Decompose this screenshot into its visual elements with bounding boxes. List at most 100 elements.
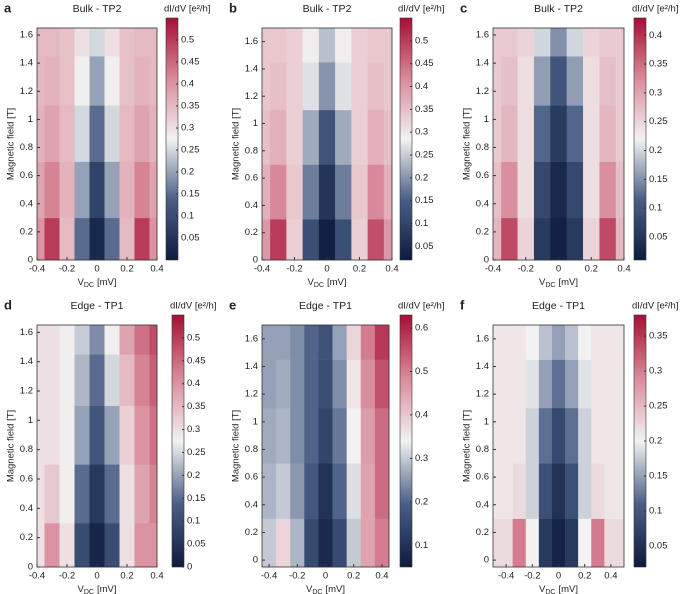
heatmap-cell	[578, 518, 592, 568]
y-tick-label: 1.4	[476, 58, 489, 69]
heatmap-cell	[302, 219, 320, 261]
colorbar-tick-label: 0.4	[415, 81, 428, 92]
colorbar-tick-label: 0.1	[649, 506, 662, 517]
heatmap-cell	[332, 463, 347, 519]
colorbar-label: dI/dV [e²/h]	[398, 301, 444, 312]
heatmap-cell	[290, 518, 305, 568]
colorbar-tick-label: 0.4	[415, 409, 428, 420]
heatmap-cell	[615, 161, 625, 219]
heatmap-cell	[270, 62, 287, 111]
heatmap-cell	[538, 407, 553, 464]
panel: -0.4 -0.2 0 0.2 0.4 0 0.2 0.4 0.6 0.8 1 1.2 1.4 1.6 VD…	[229, 297, 444, 594]
heatmap-cell	[604, 518, 625, 568]
x-tick-label: -0.2	[59, 571, 75, 582]
colorbar-tick-label: 0.6	[415, 323, 428, 334]
x-label-sub: DC	[84, 282, 94, 289]
x-label-main: V	[78, 584, 85, 594]
colorbar-tick-label: 0.05	[649, 231, 668, 242]
x-tick-label: -0.2	[59, 264, 75, 275]
x-label-main: V	[308, 277, 315, 288]
heatmap-cell	[578, 325, 592, 360]
heatmap-cell	[134, 405, 150, 465]
heatmap-cell	[74, 325, 90, 355]
y-tick-label: 0	[253, 255, 258, 266]
x-label-sub: DC	[545, 282, 555, 289]
heatmap-cell	[533, 161, 551, 219]
heatmap-cell	[318, 359, 333, 409]
heatmap-cell	[525, 325, 540, 360]
heatmap-cell	[615, 28, 625, 57]
heatmap-cell	[615, 56, 625, 106]
heatmap-cell	[286, 62, 303, 111]
x-tick-label: -0.4	[498, 571, 514, 582]
heatmap-cell	[599, 217, 617, 261]
y-tick-label: 0.8	[20, 444, 33, 455]
x-tick-label: -0.4	[29, 264, 45, 275]
heatmap-cell	[383, 164, 393, 220]
heatmap-cell	[276, 463, 291, 519]
heatmap-cell	[286, 219, 303, 261]
panel-letter: f	[460, 297, 465, 312]
x-tick-label: 0.4	[617, 264, 630, 275]
heatmap-cell	[374, 407, 390, 464]
colorbar-label: dI/dV [e²/h]	[632, 301, 678, 312]
heatmap-cell	[512, 325, 527, 360]
heatmap-cell	[270, 219, 287, 261]
colorbar-tick-label: 0.15	[649, 174, 668, 185]
y-tick-label: 0.4	[245, 499, 258, 510]
heatmap-cell	[318, 164, 336, 220]
x-label-unit: [mV]	[325, 584, 345, 594]
heatmap-cell	[262, 62, 271, 111]
colorbar-tick-label: 0.35	[649, 331, 668, 342]
y-tick-label: 1	[484, 114, 489, 125]
panel-title: Edge - TP1	[71, 300, 124, 312]
heatmap-cell	[550, 28, 567, 57]
panel: -0.4 -0.2 0 0.2 0.4 0 0.2 0.4 0.6 0.8 1 1.2 1.4 1.6 VD…	[460, 0, 678, 288]
heatmap-cell	[290, 359, 305, 409]
colorbar-tick-label: 0.25	[649, 401, 668, 412]
heatmap-cell	[59, 354, 75, 406]
heatmap-cell	[119, 105, 135, 162]
heatmap-cell	[551, 325, 566, 360]
heatmap-cell	[104, 105, 120, 162]
heatmap-cell	[525, 407, 540, 464]
heatmap-cell	[290, 325, 305, 360]
heatmap-cell	[318, 518, 333, 568]
heatmap-cell	[149, 217, 158, 261]
y-tick-label: 1.2	[476, 389, 489, 400]
heatmap-cell	[270, 164, 287, 220]
x-label-main: V	[306, 584, 313, 594]
colorbar	[171, 314, 185, 568]
heatmap-cell	[346, 359, 362, 409]
heatmap-cell	[566, 28, 584, 57]
y-axis-label: Magnetic field [T]	[231, 108, 242, 180]
panel-letter: c	[460, 0, 467, 15]
y-tick-label: 1.6	[20, 30, 33, 41]
colorbar-tick-label: 0.35	[415, 104, 434, 115]
heatmap-cell	[134, 523, 150, 568]
y-tick-label: 0.8	[245, 145, 258, 156]
heatmap-cell	[367, 62, 385, 111]
heatmap-cell	[525, 518, 540, 568]
heatmap-cell	[262, 407, 277, 464]
panel-letter: b	[229, 0, 237, 15]
y-tick-label: 1.6	[476, 30, 489, 41]
panel: -0.4 -0.2 0 0.2 0.4 0 0.2 0.4 0.6 0.8 1 1.2 1.4 1.6 VD…	[4, 297, 216, 594]
y-tick-label: 0.6	[20, 170, 33, 181]
colorbar-tick-label: 0.1	[649, 203, 662, 214]
colorbar-tick-label: 0.1	[181, 211, 194, 222]
y-axis-label: Magnetic field [T]	[462, 410, 473, 482]
y-axis-label: Magnetic field [T]	[6, 108, 17, 180]
heatmap-cell	[615, 217, 625, 261]
x-tick-label: 0.4	[375, 571, 388, 582]
heatmap-cell	[74, 523, 90, 568]
heatmap-cell	[276, 359, 291, 409]
heatmap-cell	[583, 28, 600, 57]
y-tick-label: 0	[484, 555, 489, 566]
heatmap-cell	[89, 523, 105, 568]
y-tick-label: 1	[253, 416, 258, 427]
heatmap-cell	[566, 217, 584, 261]
heatmap-cell	[37, 217, 45, 261]
heatmap-cell	[302, 164, 320, 220]
heatmap-cell	[44, 405, 60, 465]
